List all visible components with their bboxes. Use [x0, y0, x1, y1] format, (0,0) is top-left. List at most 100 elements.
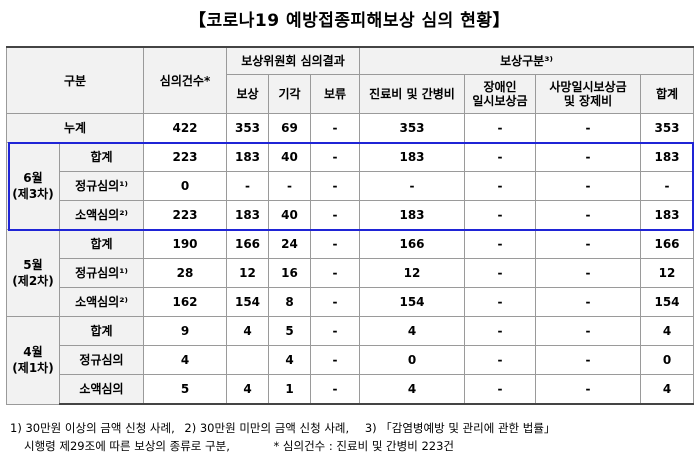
- footnote-count-note: * 심의건수 : 진료비 및 간병비 223건: [273, 439, 454, 453]
- cell-death: -: [535, 171, 641, 201]
- table-row: 정규심의 4 4-0- -0: [7, 345, 694, 375]
- cell-reject: 1: [268, 374, 311, 405]
- cell-death: -: [535, 316, 641, 346]
- cell-total: 4: [640, 374, 694, 405]
- footnote-3-cont: 시행령 제29조에 따른 보상의 종류로 구분,: [24, 439, 230, 453]
- cumulative-hold: -: [310, 113, 360, 143]
- cell-death: -: [535, 229, 641, 259]
- cell-medical: -: [359, 171, 465, 201]
- row-label: 소액심의: [59, 374, 144, 405]
- header-committee: 보상위원회 심의결과: [226, 46, 360, 75]
- cumulative-disability: -: [464, 113, 536, 143]
- cell-reject: 40: [268, 142, 311, 172]
- row-label: 소액심의²⁾: [59, 287, 144, 317]
- cell-disability: -: [464, 142, 536, 172]
- footnote-line-2: 시행령 제29조에 따른 보상의 종류로 구분, * 심의건수 : 진료비 및 …: [10, 437, 555, 455]
- header-hold: 보류: [310, 74, 360, 114]
- header-total: 합계: [640, 74, 694, 114]
- cell-total: 154: [640, 287, 694, 317]
- row-label: 합계: [59, 316, 144, 346]
- cell-death: -: [535, 345, 641, 375]
- cell-reject: 40: [268, 200, 311, 230]
- header-medical: 진료비 및 간병비: [359, 74, 465, 114]
- cell-hold: -: [310, 200, 360, 230]
- cell-count: 162: [143, 287, 227, 317]
- cell-reject: 4: [268, 345, 311, 375]
- cell-compensate: 12: [226, 258, 269, 288]
- cell-total: 183: [640, 142, 694, 172]
- cell-reject: 8: [268, 287, 311, 317]
- cell-disability: -: [464, 171, 536, 201]
- cell-medical: 4: [359, 374, 465, 405]
- cell-compensate: 4: [226, 374, 269, 405]
- group-label: 4월 (제1차): [6, 316, 60, 405]
- group-label: 5월 (제2차): [6, 229, 60, 317]
- table-row: 정규심의¹⁾ 0- - - - - - -: [7, 171, 694, 201]
- cumulative-label: 누계: [6, 113, 144, 143]
- cumulative-total: 353: [640, 113, 694, 143]
- cell-hold: -: [310, 229, 360, 259]
- cell-compensate: [226, 345, 269, 375]
- cell-compensate: 154: [226, 287, 269, 317]
- cell-disability: -: [464, 200, 536, 230]
- table-row: 4월 (제1차) 합계 9 4 5-4- -4: [6, 316, 694, 405]
- row-label: 정규심의¹⁾: [59, 258, 144, 288]
- cell-death: -: [535, 287, 641, 317]
- cell-hold: -: [310, 316, 360, 346]
- cell-medical: 183: [359, 200, 465, 230]
- cell-reject: 16: [268, 258, 311, 288]
- footnote-1: 1) 30만원 이상의 금액 신청 사례,: [10, 421, 175, 435]
- cell-count: 223: [143, 142, 227, 172]
- cell-disability: -: [464, 316, 536, 346]
- row-label: 정규심의: [59, 345, 144, 375]
- group-label: 6월 (제3차): [6, 142, 60, 230]
- cell-death: -: [535, 258, 641, 288]
- cell-disability: -: [464, 287, 536, 317]
- row-label: 소액심의²⁾: [59, 200, 144, 230]
- row-label: 합계: [59, 142, 144, 172]
- cell-count: 4: [143, 345, 227, 375]
- table-row: 소액심의 5 4 1-4- -4: [7, 374, 694, 405]
- cell-hold: -: [310, 345, 360, 375]
- table-row: 정규심의¹⁾ 28 12 16-12- -12: [7, 258, 694, 288]
- table-row: 5월 (제2차) 합계 190 166 24-166- -166: [6, 229, 694, 317]
- cell-count: 5: [143, 374, 227, 405]
- cell-compensate: -: [226, 171, 269, 201]
- footnote-3: 3) 「감염병예방 및 관리에 관한 법률」: [364, 421, 556, 435]
- cell-compensate: 183: [226, 200, 269, 230]
- cell-hold: -: [310, 258, 360, 288]
- cell-total: -: [640, 171, 694, 201]
- cell-medical: 166: [359, 229, 465, 259]
- header-count: 심의건수*: [143, 46, 227, 114]
- cell-reject: -: [268, 171, 311, 201]
- cumulative-count: 422: [143, 113, 227, 143]
- cell-count: 190: [143, 229, 227, 259]
- cell-total: 4: [640, 316, 694, 346]
- cell-disability: -: [464, 345, 536, 375]
- cell-count: 0: [143, 171, 227, 201]
- cell-compensate: 4: [226, 316, 269, 346]
- cell-hold: -: [310, 171, 360, 201]
- cumulative-medical: 353: [359, 113, 465, 143]
- cell-medical: 4: [359, 316, 465, 346]
- cell-compensate: 166: [226, 229, 269, 259]
- cell-total: 183: [640, 200, 694, 230]
- cumulative-compensate: 353: [226, 113, 269, 143]
- footnote-line-1: 1) 30만원 이상의 금액 신청 사례, 2) 30만원 미만의 금액 신청 …: [10, 419, 555, 437]
- header-compensate: 보상: [226, 74, 269, 114]
- cell-death: -: [535, 200, 641, 230]
- row-label: 정규심의¹⁾: [59, 171, 144, 201]
- header-reject: 기각: [268, 74, 311, 114]
- cell-count: 223: [143, 200, 227, 230]
- row-label: 합계: [59, 229, 144, 259]
- header-disability: 장애인 일시보상금: [464, 74, 536, 114]
- cell-death: -: [535, 142, 641, 172]
- cell-medical: 154: [359, 287, 465, 317]
- cell-hold: -: [310, 287, 360, 317]
- cell-hold: -: [310, 142, 360, 172]
- cell-reject: 24: [268, 229, 311, 259]
- cell-total: 0: [640, 345, 694, 375]
- cell-hold: -: [310, 374, 360, 405]
- cell-medical: 0: [359, 345, 465, 375]
- cell-count: 9: [143, 316, 227, 346]
